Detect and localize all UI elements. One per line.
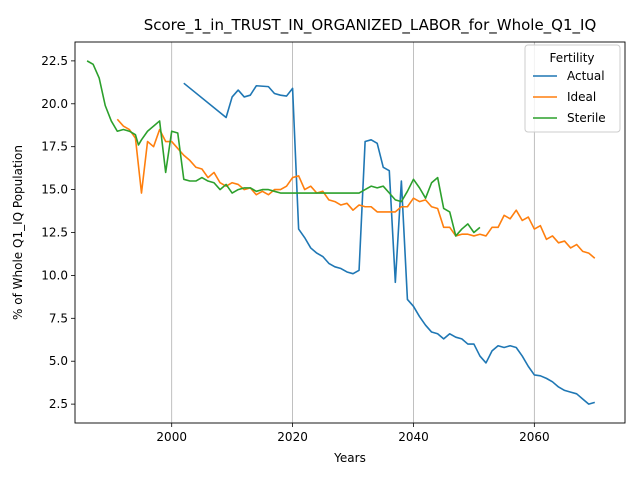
- y-tick-label: 17.5: [41, 140, 68, 154]
- series-line-actual: [183, 82, 595, 405]
- x-tick-label: 2000: [156, 430, 187, 444]
- y-tick-label: 2.5: [49, 397, 68, 411]
- legend-title: Fertility: [549, 51, 594, 65]
- legend: Fertility Actual Ideal Sterile: [524, 44, 621, 133]
- y-tick-label: 7.5: [49, 311, 68, 325]
- y-axis-ticks: 2.5 5.0 7.5 10.0 12.5 15.0 17.5 20.0 22.5: [41, 54, 75, 411]
- x-axis-ticks: 2000 2020 2040 2060: [156, 423, 550, 444]
- y-tick-label: 12.5: [41, 226, 68, 240]
- x-tick-label: 2020: [277, 430, 308, 444]
- x-tick-label: 2060: [519, 430, 550, 444]
- y-tick-label: 10.0: [41, 268, 68, 282]
- legend-box: [524, 44, 621, 133]
- y-tick-label: 22.5: [41, 54, 68, 68]
- x-axis-label: Years: [333, 451, 366, 465]
- series-lines: [86, 60, 596, 405]
- y-tick-label: 20.0: [41, 97, 68, 111]
- series-line-ideal: [116, 118, 596, 259]
- chart-title: Score_1_in_TRUST_IN_ORGANIZED_LABOR_for_…: [144, 16, 597, 35]
- legend-label-sterile: Sterile: [567, 111, 606, 125]
- legend-label-actual: Actual: [567, 69, 605, 83]
- y-tick-label: 15.0: [41, 183, 68, 197]
- series-line-sterile: [86, 60, 481, 237]
- legend-items: Actual Ideal Sterile: [533, 69, 606, 125]
- y-axis-label: % of Whole Q1_IQ Population: [11, 145, 25, 320]
- legend-label-ideal: Ideal: [567, 90, 596, 104]
- y-tick-label: 5.0: [49, 354, 68, 368]
- x-tick-label: 2040: [398, 430, 429, 444]
